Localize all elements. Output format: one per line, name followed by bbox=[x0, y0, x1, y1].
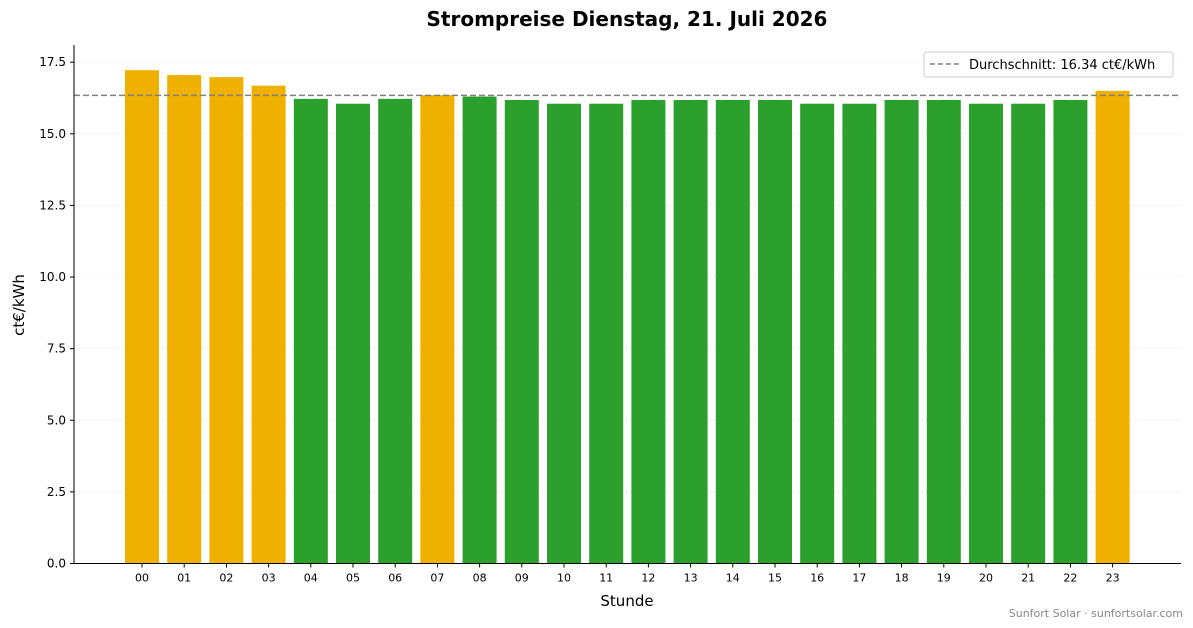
y-tick-label: 17.5 bbox=[39, 55, 66, 69]
footer-credit: Sunfort Solar · sunfortsolar.com bbox=[1009, 607, 1183, 620]
y-tick-label: 10.0 bbox=[39, 270, 66, 284]
bar-hour-22 bbox=[1053, 100, 1088, 564]
x-tick-label: 22 bbox=[1063, 572, 1077, 585]
bar-hour-07 bbox=[420, 95, 455, 564]
bar-hour-13 bbox=[673, 100, 708, 564]
bar-hour-08 bbox=[462, 96, 497, 564]
x-tick-label: 12 bbox=[641, 572, 655, 585]
x-axis-label: Stunde bbox=[600, 592, 653, 610]
chart-title: Strompreise Dienstag, 21. Juli 2026 bbox=[427, 7, 828, 31]
bar-hour-05 bbox=[336, 103, 370, 564]
x-tick-label: 00 bbox=[135, 572, 149, 585]
y-ticks: 0.0 2.5 5.0 7.5 10.0 12.5 15.0 17.5 bbox=[39, 55, 74, 571]
bar-hour-14 bbox=[715, 100, 750, 564]
bar-hour-16 bbox=[800, 103, 835, 564]
x-tick-label: 02 bbox=[219, 572, 233, 585]
y-tick-label: 15.0 bbox=[39, 127, 66, 141]
bar-hour-15 bbox=[758, 100, 792, 564]
bar-hour-10 bbox=[547, 103, 581, 564]
x-tick-label: 20 bbox=[979, 572, 993, 585]
x-tick-label: 21 bbox=[1021, 572, 1035, 585]
bar-hour-04 bbox=[293, 98, 328, 564]
x-ticks: 00 01 02 03 04 05 06 07 08 09 10 11 12 13 14 15 16 17 18 19… bbox=[135, 563, 1120, 585]
legend: Durchschnitt: 16.34 ct€/kWh bbox=[923, 51, 1174, 78]
bar-hour-03 bbox=[251, 85, 286, 564]
x-tick-label: 14 bbox=[726, 572, 740, 585]
x-tick-label: 19 bbox=[937, 572, 951, 585]
x-tick-label: 11 bbox=[599, 572, 613, 585]
x-tick-label: 05 bbox=[346, 572, 360, 585]
bars bbox=[125, 70, 1130, 564]
bar-hour-00 bbox=[125, 70, 159, 564]
x-tick-label: 17 bbox=[852, 572, 866, 585]
x-tick-label: 08 bbox=[473, 572, 487, 585]
bar-hour-09 bbox=[504, 100, 539, 564]
bar-hour-01 bbox=[167, 75, 202, 564]
bar-hour-06 bbox=[378, 98, 413, 564]
bar-hour-12 bbox=[631, 100, 666, 564]
bar-hour-18 bbox=[884, 100, 919, 564]
bar-hour-23 bbox=[1095, 90, 1130, 564]
bar-hour-11 bbox=[589, 103, 624, 564]
bar-hour-02 bbox=[209, 77, 244, 564]
x-tick-label: 18 bbox=[895, 572, 909, 585]
legend-label: Durchschnitt: 16.34 ct€/kWh bbox=[969, 58, 1155, 73]
legend-box bbox=[923, 51, 1174, 78]
x-tick-label: 13 bbox=[684, 572, 698, 585]
y-tick-label: 2.5 bbox=[47, 485, 66, 499]
x-tick-label: 23 bbox=[1106, 572, 1120, 585]
y-axis-label: ct€/kWh bbox=[10, 274, 28, 336]
bar-hour-20 bbox=[969, 103, 1003, 564]
x-tick-label: 10 bbox=[557, 572, 571, 585]
x-tick-label: 09 bbox=[515, 572, 529, 585]
y-tick-label: 12.5 bbox=[39, 198, 66, 212]
x-tick-label: 01 bbox=[177, 572, 191, 585]
bar-hour-19 bbox=[926, 100, 961, 564]
x-tick-label: 15 bbox=[768, 572, 782, 585]
x-tick-label: 06 bbox=[388, 572, 402, 585]
y-tick-label: 5.0 bbox=[47, 413, 66, 427]
y-tick-label: 7.5 bbox=[47, 342, 66, 356]
bar-hour-17 bbox=[842, 103, 877, 564]
x-tick-label: 16 bbox=[810, 572, 824, 585]
bar-hour-21 bbox=[1011, 103, 1046, 564]
x-tick-label: 03 bbox=[262, 572, 276, 585]
y-tick-label: 0.0 bbox=[47, 557, 66, 571]
x-tick-label: 04 bbox=[304, 572, 318, 585]
x-tick-label: 07 bbox=[430, 572, 444, 585]
